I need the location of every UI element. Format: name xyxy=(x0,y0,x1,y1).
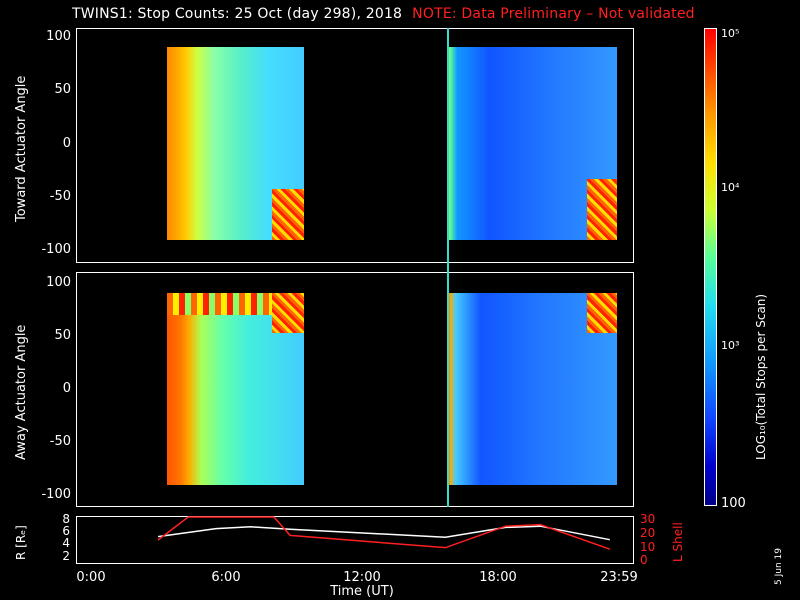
middle-ytick--100: -100 xyxy=(41,487,71,502)
middle-ytick--50: -50 xyxy=(49,434,71,449)
r-series-line xyxy=(157,525,610,541)
title-note: NOTE: Data Preliminary – Not validated xyxy=(412,6,695,22)
top-ytick--100: -100 xyxy=(41,242,71,257)
bottom-ytick-right-20: 20 xyxy=(640,526,656,540)
colorbar-label-1e4: 10⁴ xyxy=(721,181,740,194)
xtick-4: 23:59 xyxy=(600,570,638,585)
bottom-ytick-right-0: 0 xyxy=(640,553,648,567)
colorbar-title: LOG₁₀(Total Stops per Scan) xyxy=(754,293,768,460)
top-ytick-0: 0 xyxy=(62,136,71,151)
xaxis-label: Time (UT) xyxy=(330,584,394,599)
xtick-1: 6:00 xyxy=(211,570,241,585)
bottom-ytick-left-4: 4 xyxy=(62,536,70,550)
top-ytick-50: 50 xyxy=(54,82,71,97)
xtick-2: 12:00 xyxy=(343,570,381,585)
bottom-ytick-left-2: 2 xyxy=(62,549,70,563)
middle-ytick-100: 100 xyxy=(46,275,71,290)
xtick-3: 18:00 xyxy=(479,570,517,585)
l-shell-series-line xyxy=(157,516,611,550)
top-left-scatter-corner xyxy=(272,189,304,240)
middle-left-scatter-corner xyxy=(272,293,304,333)
colorbar-label-1e5: 10⁵ xyxy=(721,27,740,40)
colorbar-label-1e3: 10³ xyxy=(721,339,740,352)
top-panel: 100 50 0 -50 -100 xyxy=(41,28,634,263)
bottom-ylabel-left: R [Rₑ] xyxy=(14,525,28,560)
middle-left-scatter-band xyxy=(167,293,277,315)
colorbar-label-100: 100 xyxy=(721,496,746,511)
bottom-ytick-left-8: 8 xyxy=(62,512,70,526)
marker-line xyxy=(447,28,449,507)
bottom-ytick-right-30: 30 xyxy=(640,512,656,526)
chart-title: TWINS1: Stop Counts: 25 Oct (day 298), 2… xyxy=(72,6,695,22)
xtick-0: 0:00 xyxy=(76,570,106,585)
title-main: TWINS1: Stop Counts: 25 Oct (day 298), 2… xyxy=(72,6,403,22)
colorbar xyxy=(704,28,717,506)
bottom-ylabel-right: L Shell xyxy=(671,522,685,562)
middle-panel: 100 50 0 -50 -100 xyxy=(41,272,634,507)
date-stamp: 5 Jun 19 xyxy=(774,548,784,585)
middle-ytick-50: 50 xyxy=(54,328,71,343)
middle-ytick-0: 0 xyxy=(62,381,71,396)
top-ytick-100: 100 xyxy=(46,29,71,44)
middle-right-scatter-corner xyxy=(587,293,617,333)
bottom-ytick-right-10: 10 xyxy=(640,540,656,554)
top-ytick--50: -50 xyxy=(49,189,71,204)
bottom-ytick-left-6: 6 xyxy=(62,524,70,538)
top-right-scatter-corner xyxy=(587,179,617,240)
